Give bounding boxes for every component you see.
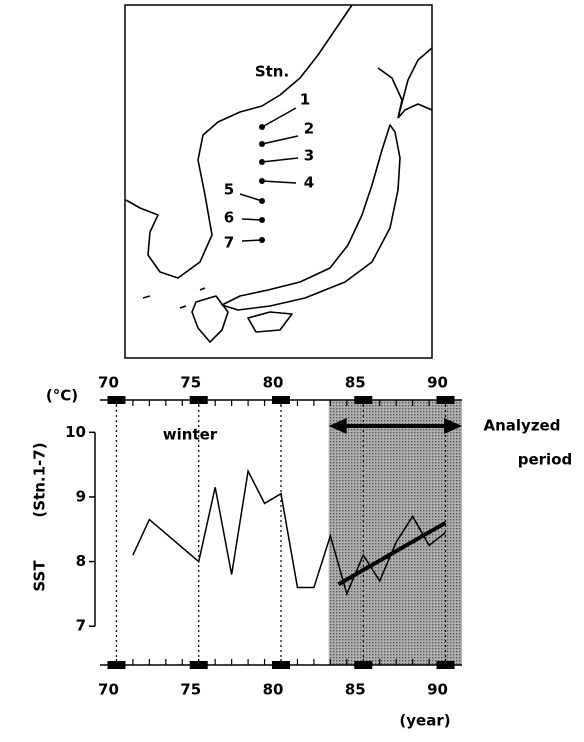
russia-coast (377, 67, 403, 119)
data-line (132, 468, 447, 597)
stations: Stn. (255, 63, 289, 81)
y-tick-label: 9 (76, 487, 86, 505)
x-tick-label: 85 (345, 374, 366, 392)
x-tick-label: 80 (263, 681, 284, 699)
station-leader (261, 135, 299, 145)
station-leader (261, 107, 297, 128)
hokkaido (397, 47, 433, 119)
x-major-tick (436, 661, 455, 669)
shikoku (247, 311, 293, 333)
station-dot (259, 159, 265, 165)
station-label: 4 (304, 174, 314, 192)
x-tick-label: 75 (180, 681, 201, 699)
x-major-tick (272, 661, 290, 669)
x-tick-label: 85 (345, 681, 366, 699)
y-label-sub: (Stn.1-7) (31, 442, 49, 517)
map (124, 4, 433, 359)
y-tick-label: 10 (65, 423, 86, 441)
x-major-tick (189, 661, 208, 669)
y-tick-label: 7 (76, 617, 86, 635)
station-dot (259, 198, 265, 204)
station-leader (239, 193, 263, 202)
analyzed-label: Analyzed (484, 417, 561, 435)
station-dot (259, 178, 265, 184)
x-major-tick (107, 661, 126, 669)
station-dot (259, 141, 265, 147)
station-leader (241, 218, 263, 221)
station-leader (241, 239, 263, 242)
islands (142, 287, 206, 309)
station-dot (259, 217, 265, 223)
y-tick-label: 8 (76, 552, 86, 570)
station-label: 1 (300, 91, 310, 109)
station-label: 7 (224, 234, 234, 252)
station-label: 5 (224, 181, 234, 199)
station-dot (259, 124, 265, 130)
analyzed-shade (328, 400, 462, 665)
x-tick-label: 70 (98, 374, 119, 392)
station-label: 2 (304, 120, 314, 138)
annotation: winter (163, 426, 218, 444)
station-leader (261, 157, 299, 163)
x-major-tick (354, 661, 373, 669)
station-leader (261, 180, 297, 184)
honshu (221, 124, 401, 311)
analyzed-label: period (518, 451, 573, 469)
x-label: (year) (399, 712, 450, 730)
station-dot (259, 237, 265, 243)
station-label: 3 (304, 147, 314, 165)
x-tick-label: 90 (427, 374, 448, 392)
data-line (337, 521, 447, 586)
y-unit: (°C) (46, 387, 78, 405)
x-tick-label: 80 (263, 374, 284, 392)
x-tick-label: 90 (427, 681, 448, 699)
kyushu (191, 295, 229, 343)
station-label: 6 (224, 209, 234, 227)
x-tick-label: 75 (180, 374, 201, 392)
x-tick-label: 70 (98, 681, 119, 699)
map-frame (124, 4, 433, 359)
mainland-coast (125, 4, 353, 279)
stations-label: Stn. (255, 63, 289, 81)
y-label: SST (31, 560, 49, 592)
